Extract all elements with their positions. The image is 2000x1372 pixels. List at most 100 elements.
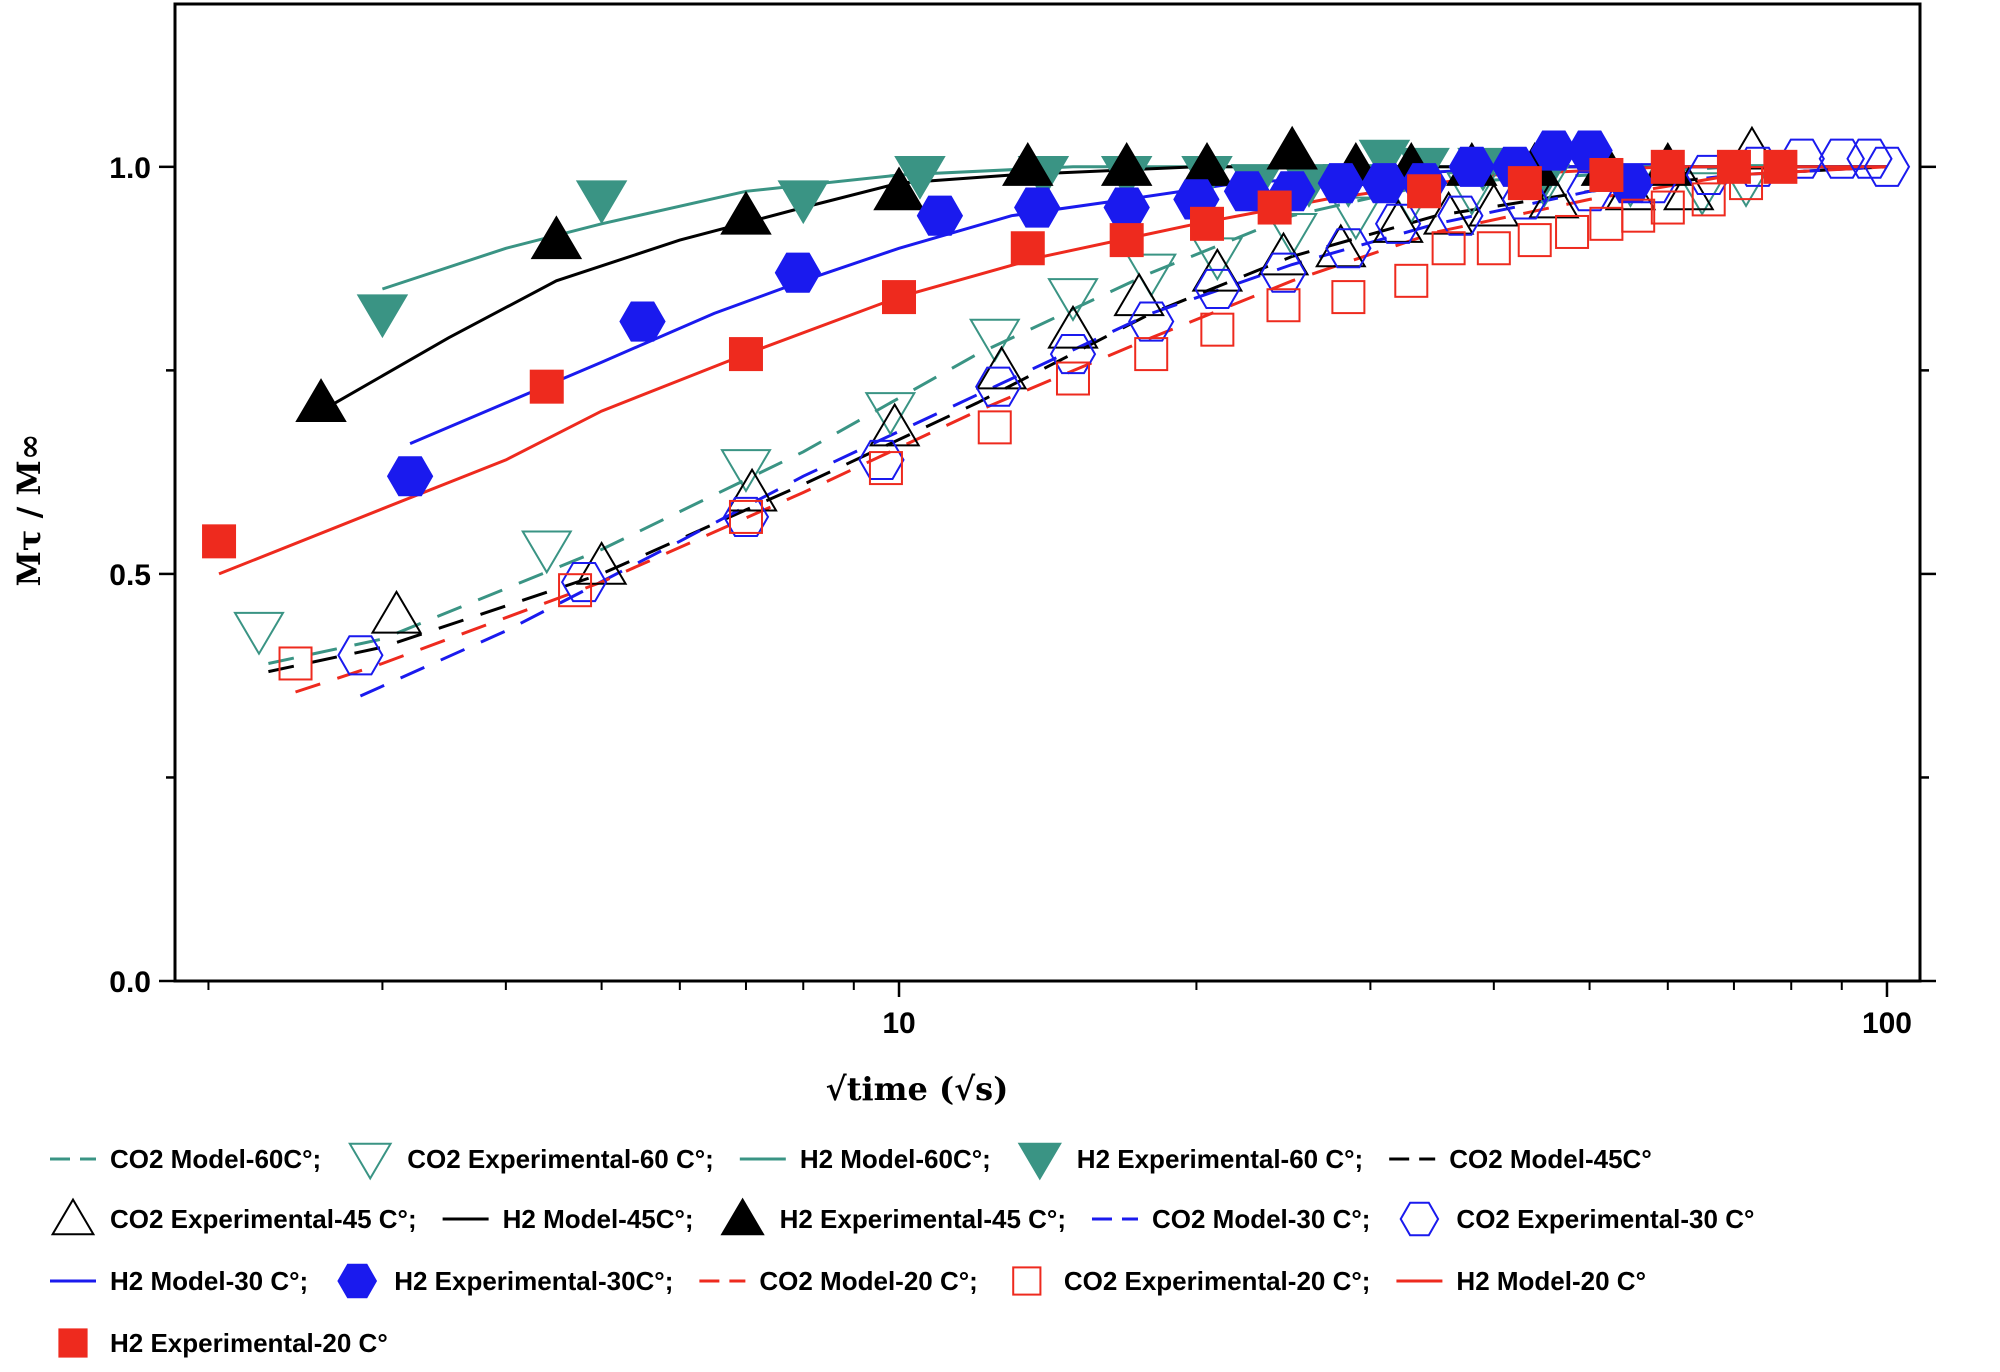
data-point-co2-experimental-45-c [370,589,423,634]
y-axis-title: Mτ / M∞ [10,434,48,587]
axis-tick-labels: 10 100 0.0 0.5 1.0 [109,152,1912,1040]
legend-label: H2 Model-30 C°; [110,1266,308,1296]
data-point-h2-experimental-30c [1014,187,1061,228]
legend-item-co2-experimental-30-c: CO2 Experimental-30 C° [1399,1201,1754,1237]
data-point-h2-experimental-20-c [1407,174,1442,209]
data-point-co2-experimental-30-c [1260,252,1307,293]
data-point-h2-experimental-45-c [295,378,347,422]
data-point-h2-experimental-45-c [1002,142,1054,186]
legend-item-h2-model-20-c: H2 Model-20 C° [1396,1266,1646,1296]
legend-symbol [348,1142,393,1181]
y-tick-label: 0.5 [109,559,151,592]
data-point-co2-experimental-30-c [975,366,1022,407]
data-point-h2-experimental-20-c [1190,206,1225,241]
legend-symbol [1399,1201,1440,1237]
data-point-h2-experimental-20-c [1109,223,1144,258]
series-h2-experimental-30c [386,130,1654,497]
data-point-h2-experimental-30c [1361,163,1408,204]
series-line-h2-model-20-c [218,165,1887,576]
legend-label: H2 Model-60C°; [800,1144,991,1174]
legend-label: H2 Model-20 C° [1456,1266,1646,1296]
legend-symbol [337,1263,378,1299]
legend-label: CO2 Model-20 C°; [759,1266,977,1296]
data-point-h2-experimental-20-c [1650,149,1685,184]
data-point-co2-experimental-30-c [1194,268,1241,309]
data-point-co2-experimental-20-c [278,646,313,681]
legend-item-co2-experimental-20-c: CO2 Experimental-20 C°; [1012,1266,1371,1296]
data-point-h2-experimental-30c [619,301,666,342]
legend: CO2 Model-60C°; CO2 Experimental-60 C°; H2… [50,1142,1754,1358]
data-point-h2-experimental-20-c [728,337,763,372]
data-point-co2-experimental-30-c [858,439,905,480]
data-point-co2-experimental-60-c [1266,212,1318,257]
data-point-co2-experimental-30-c [1128,301,1175,342]
data-point-co2-experimental-30-c [1049,334,1097,375]
data-point-co2-experimental-20-c [1394,263,1429,298]
data-point-co2-experimental-30-c [722,496,770,537]
legend-label: CO2 Model-30 C°; [1152,1204,1370,1234]
data-point-co2-experimental-30-c [1325,228,1372,269]
data-point-h2-experimental-30c [1530,130,1577,171]
legend-item-co2-experimental-60-c: CO2 Experimental-60 C°; [348,1142,714,1181]
data-point-co2-experimental-60-c [1125,253,1177,298]
data-point-h2-experimental-45-c [720,190,772,235]
legend-item-h2-experimental-30c: H2 Experimental-30C°; [337,1263,673,1299]
series-line-co2-model-45c [268,165,1888,674]
legend-symbol [58,1328,88,1358]
data-point-h2-experimental-20-c [202,524,237,559]
data-point-co2-experimental-20-c [1055,361,1090,396]
legend-item-co2-model-60c: CO2 Model-60C°; [50,1144,321,1174]
legend-item-co2-experimental-45-c: CO2 Experimental-45 C°; [50,1197,417,1236]
data-point-h2-experimental-45-c [530,215,583,260]
data-point-co2-experimental-20-c [1431,231,1466,266]
legend-label: H2 Experimental-45 C°; [780,1204,1066,1234]
data-point-co2-experimental-20-c [1555,214,1590,249]
axis-ticks [159,165,1936,997]
legend-item-h2-experimental-60-c: H2 Experimental-60 C°; [1017,1142,1363,1181]
data-point-co2-experimental-20-c [558,573,593,608]
data-point-co2-experimental-60-c [1330,196,1382,241]
legend-item-h2-experimental-20-c: H2 Experimental-20 C° [58,1328,388,1358]
data-point-co2-experimental-60-c [1047,278,1099,322]
data-point-co2-experimental-60-c [864,392,917,436]
data-point-co2-experimental-60-c [720,449,772,493]
data-point-h2-experimental-60-c [1358,139,1411,184]
data-point-co2-experimental-20-c [1200,312,1235,347]
data-point-co2-experimental-45-c [1662,166,1715,211]
data-point-co2-experimental-20-c [1621,198,1656,233]
legend-item-h2-model-60c: H2 Model-60C°; [739,1144,991,1174]
legend-item-h2-experimental-45-c: H2 Experimental-45 C°; [720,1197,1066,1236]
data-point-co2-experimental-20-c [1134,337,1169,372]
data-point-co2-experimental-20-c [868,451,903,486]
data-point-co2-experimental-20-c [1331,280,1366,315]
data-point-h2-experimental-20-c [882,280,917,315]
data-point-co2-experimental-20-c [1589,206,1624,241]
plot-marks [202,125,1911,698]
series-line-co2-model-60c [268,165,1887,665]
data-point-h2-experimental-20-c [1763,149,1798,184]
data-point-co2-experimental-30-c [560,562,608,603]
plot-frame [173,2,1922,983]
legend-item-co2-model-30-c: CO2 Model-30 C°; [1091,1204,1370,1234]
legend-item-h2-model-30-c: H2 Model-30 C°; [50,1266,308,1296]
data-point-co2-experimental-60-c [1191,237,1244,282]
data-point-h2-experimental-30c [916,195,964,236]
data-point-co2-experimental-20-c [1266,288,1301,323]
data-point-co2-experimental-20-c [1691,182,1726,217]
data-point-co2-experimental-20-c [1476,231,1511,266]
legend-symbol [1012,1266,1042,1296]
legend-label: CO2 Experimental-20 C°; [1064,1266,1371,1296]
data-point-h2-experimental-20-c [1589,157,1624,192]
x-tick-label: 100 [1862,1007,1912,1040]
data-point-co2-experimental-60-c [233,611,285,656]
data-point-co2-experimental-30-c [1437,195,1484,236]
legend-label: CO2 Experimental-60 C°; [407,1144,714,1174]
legend-label: CO2 Model-45C° [1449,1144,1652,1174]
data-point-h2-experimental-60-c [777,180,830,225]
data-point-co2-experimental-20-c [728,499,763,534]
legend-label: H2 Experimental-30C°; [394,1266,673,1296]
y-tick-label: 0.0 [109,966,151,999]
data-point-h2-experimental-20-c [1010,231,1045,266]
series-h2-experimental-20-c [202,149,1798,559]
data-point-h2-experimental-30c [1103,187,1150,228]
